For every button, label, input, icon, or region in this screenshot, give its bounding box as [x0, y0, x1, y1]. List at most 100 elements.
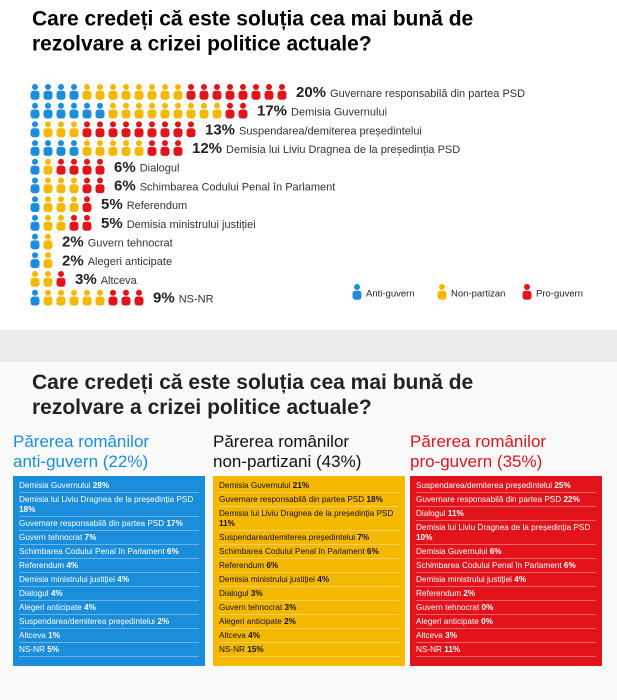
icon-head — [136, 121, 142, 128]
icon-body — [199, 90, 209, 100]
item-value: 18% — [366, 494, 383, 504]
list-item: Suspendarea/demiterea președintelui 7% — [219, 531, 399, 545]
icon-head — [58, 271, 64, 277]
icon-body — [56, 221, 66, 231]
icon-head — [32, 196, 38, 203]
panel-box: Demisia Guvernului 28% Demisia lui Liviu … — [13, 476, 205, 666]
icon-body — [186, 90, 196, 100]
item-label: NS-NR — [416, 644, 442, 654]
icon-body — [69, 128, 79, 138]
icon-body — [134, 90, 144, 100]
icon-body — [160, 90, 170, 100]
icon-body — [95, 128, 105, 138]
item-value: 2% — [157, 616, 170, 626]
icon-group — [82, 140, 144, 156]
icon-head — [123, 140, 129, 147]
icon-head — [149, 140, 155, 147]
value-label: 6% — [114, 159, 136, 176]
icon-body — [56, 203, 66, 212]
icon-head — [439, 284, 445, 290]
icon-head — [162, 102, 168, 109]
item-value: 28% — [92, 480, 110, 490]
icon-head — [162, 84, 168, 90]
icon-body — [30, 90, 40, 100]
icon-head — [97, 158, 103, 165]
list-item: Guvern tehnocrat 7% — [19, 531, 199, 545]
icon-head — [149, 84, 155, 90]
item-label: Suspendarea/demiterea președintelui — [19, 616, 156, 626]
icon-body — [56, 146, 66, 156]
item-value: 2% — [284, 616, 296, 626]
item-label: Demisia ministrului justiției — [416, 574, 512, 584]
list-item: Demisia Guvernului 6% — [416, 545, 596, 559]
icon-head — [45, 158, 51, 165]
icon-group — [43, 233, 53, 250]
icon-body — [186, 109, 196, 119]
icon-head — [32, 102, 38, 109]
icon-body — [121, 109, 131, 119]
icon-head — [45, 196, 51, 203]
item-label: Schimbarea Codului Penal în Parlament — [416, 560, 562, 570]
category-label: Demisia lui Liviu Dragnea de la președin… — [226, 144, 460, 156]
icon-head — [84, 289, 90, 296]
icon-group — [30, 252, 40, 269]
icon-body — [108, 109, 118, 119]
icon-head — [110, 102, 116, 109]
section: Care credeți că este soluția cea mai bun… — [0, 362, 617, 700]
icon-head — [110, 289, 116, 296]
section-title: Care credeți că este soluția cea mai bun… — [32, 370, 473, 420]
icon-head — [32, 289, 38, 296]
icon-head — [45, 121, 51, 128]
icon-body — [95, 296, 105, 306]
list-item: Alegeri anticipate 2% — [219, 615, 399, 629]
item-value: 4% — [50, 588, 63, 598]
icon-head — [71, 158, 77, 165]
legend-label: Pro-guvern — [536, 289, 583, 300]
icon-group — [82, 177, 105, 194]
icon-head — [58, 196, 64, 203]
icon-body — [95, 90, 105, 100]
icon-head — [71, 289, 77, 296]
icon-head — [110, 84, 116, 90]
icon-head — [32, 177, 38, 184]
icon-head — [32, 121, 38, 128]
item-label: Altceva — [416, 630, 443, 640]
icon-body — [82, 165, 92, 175]
item-label: Alegeri anticipate — [19, 602, 82, 612]
icon-body — [56, 277, 66, 287]
icon-body — [108, 90, 118, 100]
icon-body — [69, 296, 79, 306]
item-label: Alegeri anticipate — [416, 616, 479, 626]
icon-body — [82, 146, 92, 156]
icon-body — [147, 128, 157, 138]
item-label: Demisia Guvernului — [416, 546, 488, 556]
icon-head — [214, 84, 220, 90]
panel: Părerea românilor pro-guvern (35%) Suspend… — [410, 432, 602, 666]
icon-head — [84, 214, 90, 221]
icon-head — [58, 214, 64, 221]
icon-head — [188, 84, 194, 90]
icon-body — [121, 90, 131, 100]
icon-body — [251, 90, 261, 100]
chart-title: Care credeți că este soluția cea mai bun… — [32, 8, 473, 31]
heading-line: non-partizani (43%) — [213, 452, 362, 471]
item-label: Guvernare responsabilă din partea PSD — [19, 518, 165, 528]
icon-body — [225, 109, 235, 119]
icon-head — [45, 252, 51, 259]
icon-body — [30, 146, 40, 156]
item-value: 7% — [357, 532, 370, 542]
list-item: Alegeri anticipate 4% — [19, 601, 199, 615]
chart: Care credeți că este soluția cea mai bun… — [30, 8, 583, 307]
list-item: Altceva 4% — [219, 629, 399, 643]
icon-head — [71, 177, 77, 184]
category-label: NS-NR — [179, 294, 214, 306]
item-label: Demisia ministrului justiției — [219, 574, 315, 584]
icon-body — [82, 128, 92, 138]
list-item: Referendum 6% — [219, 559, 399, 573]
value-label: 12% — [192, 140, 222, 157]
category-label: Suspendarea/demiterea președintelui — [239, 125, 422, 137]
item-label: Guvernare responsabilă din partea PSD — [416, 494, 562, 504]
icon-group — [108, 289, 144, 306]
list-item: Suspendarea/demiterea președintelui 2% — [19, 615, 199, 629]
panel-heading: Părerea românilor non-partizani (43%) — [213, 432, 405, 476]
